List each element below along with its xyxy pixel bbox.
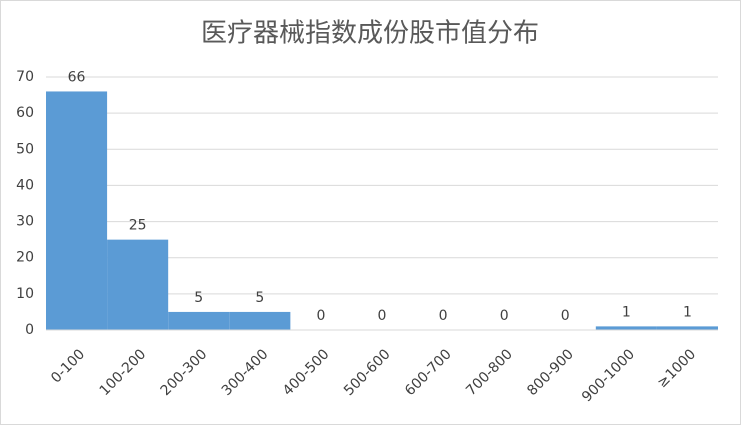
bar <box>168 311 230 330</box>
bar <box>656 326 718 330</box>
value-label: 0 <box>439 308 448 324</box>
y-tick-label: 70 <box>16 69 34 85</box>
value-label: 1 <box>622 304 631 320</box>
y-tick-label: 0 <box>25 322 34 338</box>
y-tick-label: 20 <box>16 250 34 266</box>
y-tick-label: 40 <box>16 177 34 193</box>
value-label: 25 <box>129 218 147 234</box>
value-label: 0 <box>500 308 509 324</box>
bar <box>229 311 291 330</box>
value-label: 0 <box>316 308 325 324</box>
bar <box>595 326 657 330</box>
value-label: 0 <box>561 308 570 324</box>
value-label: 1 <box>683 304 692 320</box>
chart-title: 医疗器械指数成份股市值分布 <box>201 19 539 49</box>
y-tick-label: 30 <box>16 214 34 230</box>
value-label: 5 <box>194 290 203 306</box>
value-label: 5 <box>255 290 264 306</box>
y-tick-label: 10 <box>16 286 34 302</box>
y-tick-label: 50 <box>16 141 34 157</box>
bar <box>107 239 169 330</box>
bar <box>46 91 108 330</box>
value-label: 66 <box>68 69 86 85</box>
value-label: 0 <box>378 308 387 324</box>
y-tick-label: 60 <box>16 105 34 121</box>
